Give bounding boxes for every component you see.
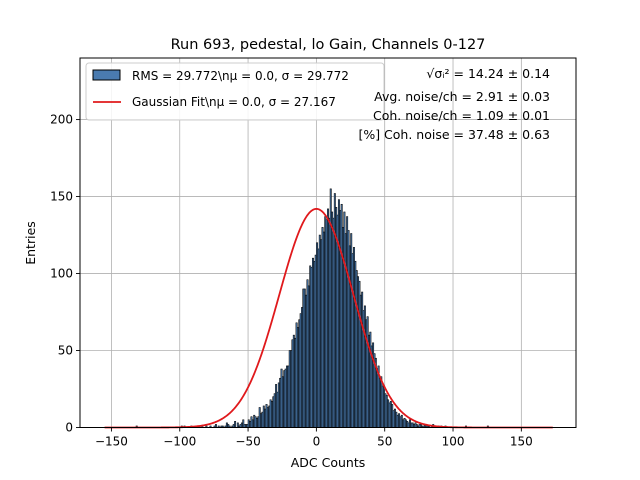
legend-box	[85, 62, 385, 121]
y-tick-label: 50	[58, 344, 73, 358]
stat-avg-noise: Avg. noise/ch = 2.91 ± 0.03	[374, 89, 550, 104]
stat-coh-noise: Coh. noise/ch = 1.09 ± 0.01	[373, 108, 550, 123]
legend-label-rms: RMS = 29.772\nμ = 0.0, σ = 29.772	[132, 69, 349, 83]
histogram-bars	[135, 188, 489, 428]
x-tick-label: −100	[163, 435, 196, 449]
histogram-bar	[234, 421, 237, 428]
x-tick-label: 150	[510, 435, 533, 449]
chart-title: Run 693, pedestal, lo Gain, Channels 0-1…	[171, 37, 486, 53]
y-axis-label: Entries	[23, 221, 38, 265]
x-axis-ticks: −150 −100 −50 0 50 100 150	[95, 427, 533, 449]
y-tick-label: 100	[50, 267, 73, 281]
x-tick-label: 50	[377, 435, 392, 449]
stat-coh-percent: [%] Coh. noise = 37.48 ± 0.63	[358, 127, 550, 142]
x-axis-label: ADC Counts	[291, 455, 366, 470]
sigma-math-label: √σᵢ²	[426, 66, 449, 81]
x-tick-label: 100	[442, 435, 465, 449]
legend-swatch-rms	[92, 69, 121, 81]
legend: RMS = 29.772\nμ = 0.0, σ = 29.772 Gaussi…	[85, 62, 385, 121]
y-tick-label: 150	[50, 190, 73, 204]
x-tick-label: −50	[235, 435, 260, 449]
x-tick-label: −150	[95, 435, 128, 449]
legend-label-fit: Gaussian Fit\nμ = 0.0, σ = 27.167	[132, 95, 336, 109]
stats-annotations: √σᵢ² = 14.24 ± 0.14 Avg. noise/ch = 2.91…	[358, 66, 550, 142]
sigma-value: = 14.24 ± 0.14	[450, 66, 551, 81]
plot-frame	[79, 57, 577, 428]
x-tick-label: 0	[313, 435, 321, 449]
y-tick-label: 0	[65, 421, 73, 435]
y-axis-ticks: 0 50 100 150 200	[50, 113, 80, 435]
y-tick-label: 200	[50, 113, 73, 127]
stat-line-sigma: √σᵢ² = 14.24 ± 0.14	[426, 66, 550, 81]
